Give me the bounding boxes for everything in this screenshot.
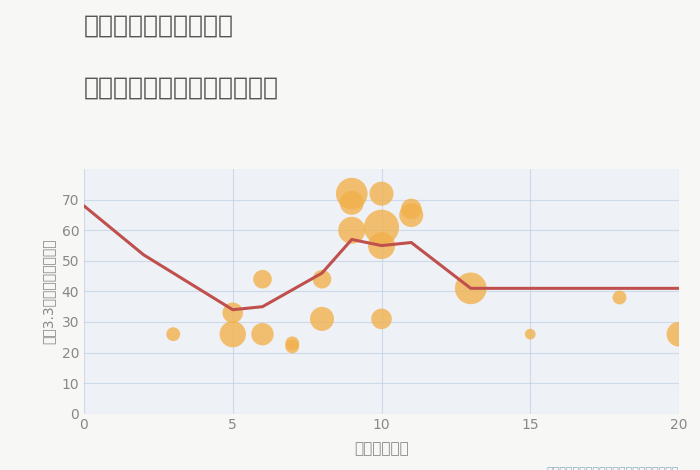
Point: [376, 223, 387, 231]
Text: 円の大きさは、取引のあった物件面積を示す: 円の大きさは、取引のあった物件面積を示す: [547, 467, 679, 470]
Point: [316, 275, 328, 283]
Point: [346, 199, 357, 207]
Point: [465, 284, 476, 292]
Text: 三重県鈴鹿市岸田町の: 三重県鈴鹿市岸田町の: [84, 14, 234, 38]
Text: 駅距離別中古マンション価格: 駅距離別中古マンション価格: [84, 75, 279, 99]
Point: [257, 330, 268, 338]
Point: [287, 339, 298, 347]
Point: [168, 330, 179, 338]
Point: [257, 275, 268, 283]
Point: [406, 205, 417, 212]
Point: [376, 315, 387, 322]
Point: [525, 330, 536, 338]
Point: [614, 294, 625, 301]
Point: [287, 343, 298, 350]
Y-axis label: 坪（3.3㎡）単価（万円）: 坪（3.3㎡）単価（万円）: [42, 239, 56, 344]
Point: [376, 242, 387, 249]
Point: [227, 309, 238, 317]
Point: [346, 190, 357, 197]
Point: [227, 330, 238, 338]
Point: [316, 315, 328, 322]
Point: [376, 190, 387, 197]
X-axis label: 駅距離（分）: 駅距離（分）: [354, 441, 409, 456]
Point: [406, 211, 417, 219]
Point: [346, 227, 357, 234]
Point: [673, 330, 685, 338]
